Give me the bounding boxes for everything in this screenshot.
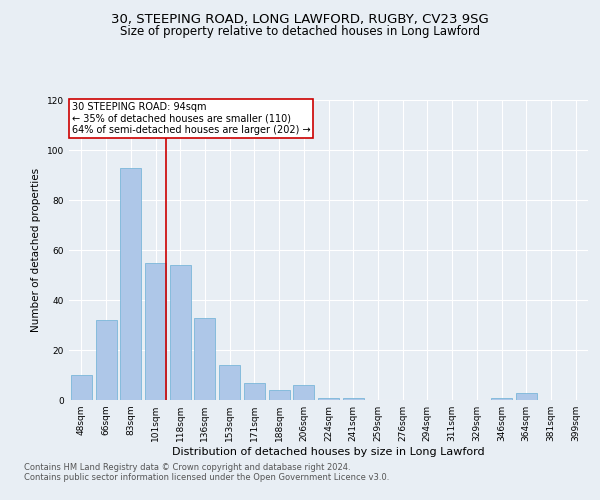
Bar: [293, 385, 314, 400]
Bar: [343, 398, 364, 400]
Bar: [95, 320, 116, 400]
Bar: [516, 392, 537, 400]
Bar: [318, 398, 339, 400]
Bar: [244, 382, 265, 400]
Text: Contains public sector information licensed under the Open Government Licence v3: Contains public sector information licen…: [24, 474, 389, 482]
Text: Contains HM Land Registry data © Crown copyright and database right 2024.: Contains HM Land Registry data © Crown c…: [24, 464, 350, 472]
Bar: [491, 398, 512, 400]
Bar: [71, 375, 92, 400]
Y-axis label: Number of detached properties: Number of detached properties: [31, 168, 41, 332]
Bar: [170, 265, 191, 400]
Bar: [194, 318, 215, 400]
Text: 30 STEEPING ROAD: 94sqm
← 35% of detached houses are smaller (110)
64% of semi-d: 30 STEEPING ROAD: 94sqm ← 35% of detache…: [71, 102, 310, 134]
X-axis label: Distribution of detached houses by size in Long Lawford: Distribution of detached houses by size …: [172, 447, 485, 457]
Text: 30, STEEPING ROAD, LONG LAWFORD, RUGBY, CV23 9SG: 30, STEEPING ROAD, LONG LAWFORD, RUGBY, …: [111, 12, 489, 26]
Bar: [120, 168, 141, 400]
Bar: [219, 365, 240, 400]
Bar: [269, 390, 290, 400]
Text: Size of property relative to detached houses in Long Lawford: Size of property relative to detached ho…: [120, 25, 480, 38]
Bar: [145, 262, 166, 400]
